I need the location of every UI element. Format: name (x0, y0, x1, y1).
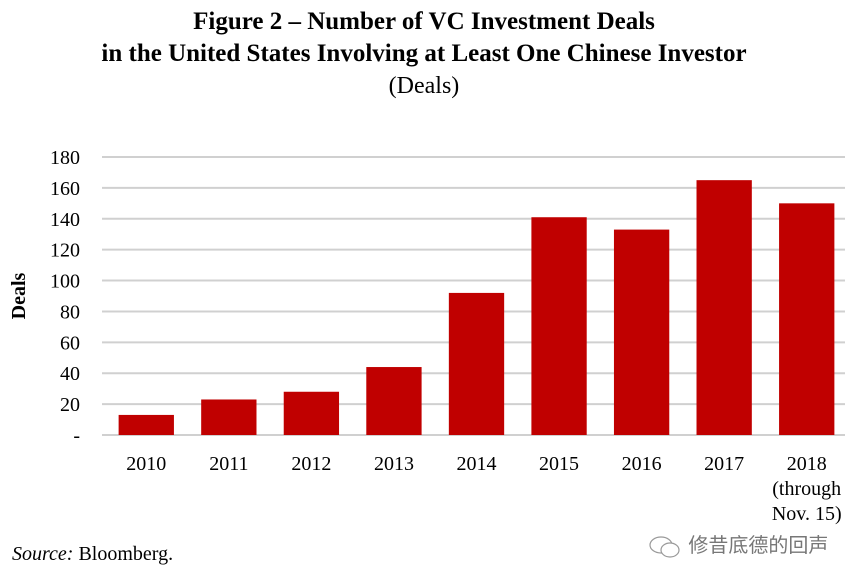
y-tick-label: 160 (50, 178, 80, 200)
x-tick-label: 2011 (209, 453, 248, 475)
x-tick-label: 2017 (704, 453, 744, 475)
bar-2017 (696, 180, 752, 435)
chart-title: Figure 2 – Number of VC Investment Deals (193, 8, 655, 35)
x-tick-label: 2016 (622, 453, 662, 475)
x-tick-label: 2013 (374, 453, 414, 475)
y-tick-label: 80 (60, 301, 80, 323)
y-tick-label: 120 (50, 240, 80, 262)
wechat-icon (649, 535, 680, 558)
y-tick-label: 40 (60, 363, 80, 385)
bar-2018 (779, 203, 835, 435)
x-tick-label: 2018 (787, 453, 827, 475)
source-text: Bloomberg. (73, 543, 174, 565)
y-tick-label: 60 (60, 332, 80, 354)
bar-2016 (613, 229, 670, 435)
watermark-text: 修昔底德的回声 (688, 533, 829, 557)
chart-title-line2: in the United States Involving at Least … (101, 40, 747, 67)
y-tick-label: - (73, 425, 80, 447)
x-tick-label-note: Nov. 15) (772, 503, 842, 525)
x-tick-label-note: (through (772, 478, 841, 500)
y-tick-label: 140 (50, 209, 80, 231)
x-tick-label: 2012 (291, 453, 331, 475)
source-label: Source: (12, 543, 74, 565)
x-tick-label: 2010 (126, 453, 166, 475)
x-tick-label: 2015 (539, 453, 579, 475)
bar-2013 (366, 367, 422, 435)
bar-2014 (448, 292, 505, 435)
bar-2011 (201, 399, 257, 435)
bar-2012 (283, 391, 340, 435)
x-tick-label: 2014 (457, 453, 497, 475)
chart-subtitle: (Deals) (388, 73, 460, 99)
watermark: 修昔底德的回声 (648, 529, 828, 559)
y-axis-label: Deals (8, 272, 30, 319)
bar-2010 (118, 414, 174, 435)
bar-2015 (531, 217, 587, 435)
y-tick-label: 100 (50, 271, 80, 293)
source-note: Source: Bloomberg. (12, 543, 173, 566)
y-tick-label: 20 (60, 394, 80, 416)
y-tick-label: 180 (50, 147, 80, 169)
